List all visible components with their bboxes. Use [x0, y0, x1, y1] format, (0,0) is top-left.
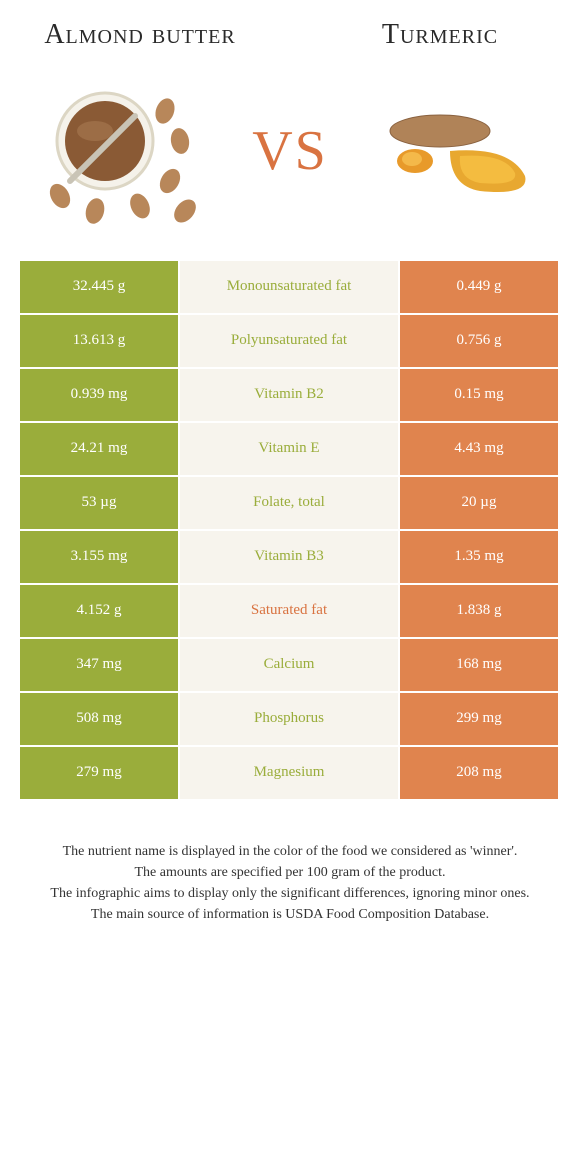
table-row: 508 mgPhosphorus299 mg — [20, 693, 560, 747]
table-row: 53 µgFolate, total20 µg — [20, 477, 560, 531]
footnote-line: The main source of information is USDA F… — [30, 904, 550, 925]
footnote-line: The infographic aims to display only the… — [30, 883, 550, 904]
table-row: 3.155 mgVitamin B31.35 mg — [20, 531, 560, 585]
value-left: 4.152 g — [20, 585, 180, 639]
value-left: 24.21 mg — [20, 423, 180, 477]
nutrient-label: Vitamin B3 — [180, 531, 400, 585]
header-titles: Almond butter Turmeric — [0, 0, 580, 61]
value-left: 347 mg — [20, 639, 180, 693]
value-left: 3.155 mg — [20, 531, 180, 585]
nutrient-label: Phosphorus — [180, 693, 400, 747]
nutrient-label: Calcium — [180, 639, 400, 693]
value-left: 32.445 g — [20, 261, 180, 315]
value-right: 168 mg — [400, 639, 560, 693]
value-left: 53 µg — [20, 477, 180, 531]
footnote-line: The nutrient name is displayed in the co… — [30, 841, 550, 862]
value-right: 1.838 g — [400, 585, 560, 639]
table-row: 13.613 gPolyunsaturated fat0.756 g — [20, 315, 560, 369]
value-right: 208 mg — [400, 747, 560, 801]
nutrient-label: Magnesium — [180, 747, 400, 801]
value-left: 0.939 mg — [20, 369, 180, 423]
images-row: VS — [0, 61, 580, 261]
food-image-right — [380, 71, 540, 231]
table-row: 0.939 mgVitamin B20.15 mg — [20, 369, 560, 423]
nutrient-label: Saturated fat — [180, 585, 400, 639]
nutrient-label: Polyunsaturated fat — [180, 315, 400, 369]
table-row: 24.21 mgVitamin E4.43 mg — [20, 423, 560, 477]
food-image-left — [40, 71, 200, 231]
food-title-right: Turmeric — [340, 20, 540, 51]
footnote-line: The amounts are specified per 100 gram o… — [30, 862, 550, 883]
footnotes: The nutrient name is displayed in the co… — [0, 801, 580, 945]
table-row: 4.152 gSaturated fat1.838 g — [20, 585, 560, 639]
table-row: 32.445 gMonounsaturated fat0.449 g — [20, 261, 560, 315]
nutrient-label: Monounsaturated fat — [180, 261, 400, 315]
value-right: 0.756 g — [400, 315, 560, 369]
nutrient-label: Folate, total — [180, 477, 400, 531]
value-right: 0.449 g — [400, 261, 560, 315]
table-row: 279 mgMagnesium208 mg — [20, 747, 560, 801]
food-title-left: Almond butter — [40, 20, 240, 51]
value-right: 20 µg — [400, 477, 560, 531]
value-right: 0.15 mg — [400, 369, 560, 423]
nutrient-label: Vitamin B2 — [180, 369, 400, 423]
nutrient-label: Vitamin E — [180, 423, 400, 477]
value-left: 13.613 g — [20, 315, 180, 369]
value-left: 279 mg — [20, 747, 180, 801]
value-right: 4.43 mg — [400, 423, 560, 477]
vs-label: VS — [252, 119, 328, 183]
value-left: 508 mg — [20, 693, 180, 747]
table-row: 347 mgCalcium168 mg — [20, 639, 560, 693]
comparison-table: 32.445 gMonounsaturated fat0.449 g13.613… — [20, 261, 560, 801]
value-right: 299 mg — [400, 693, 560, 747]
value-right: 1.35 mg — [400, 531, 560, 585]
